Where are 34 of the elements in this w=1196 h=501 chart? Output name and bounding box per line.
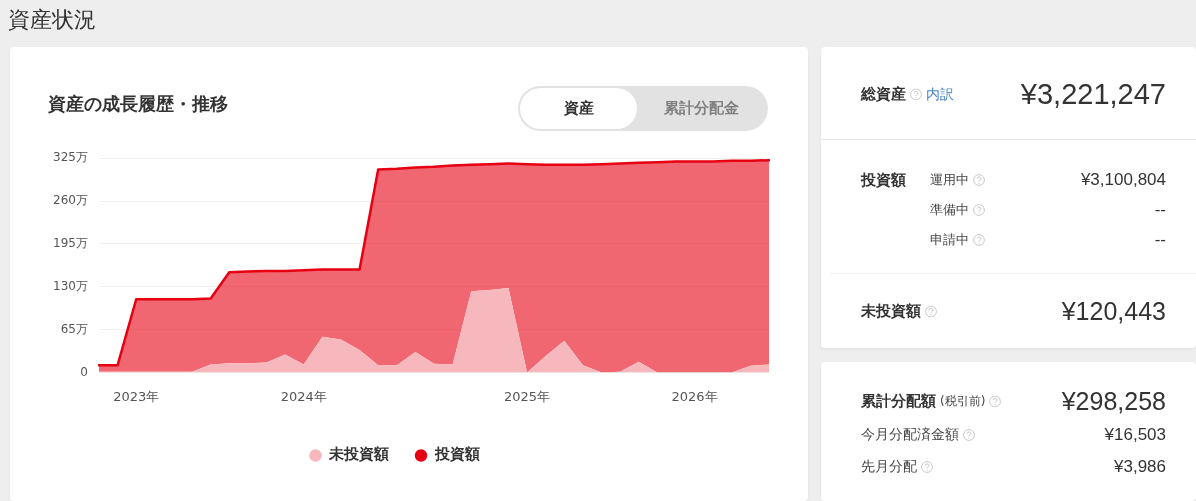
text: 申請中 <box>930 231 969 249</box>
x-tick-label: 2026年 <box>671 388 718 404</box>
y-tick-label: 130万 <box>53 278 88 293</box>
segmented-toggle[interactable]: 資産 累計分配金 <box>518 86 768 131</box>
text: ¥16,503 <box>1104 425 1166 445</box>
text: 累計分配額 <box>861 391 936 411</box>
text: 総資産 <box>861 84 906 104</box>
text: (税引前) <box>940 392 986 410</box>
text: -- <box>1154 230 1166 250</box>
text: ¥3,221,247 <box>1020 77 1166 111</box>
legend-label: 未投資額 <box>328 445 389 464</box>
text: ¥3,986 <box>1114 457 1166 477</box>
legend-label: 投資額 <box>433 445 480 464</box>
text: 準備中 <box>930 201 969 219</box>
text: 投資額 <box>861 170 906 190</box>
text: ¥120,443 <box>1061 296 1166 326</box>
text: ¥298,258 <box>1061 386 1166 416</box>
x-tick-label: 2025年 <box>504 388 551 404</box>
x-tick-label: 2024年 <box>280 388 327 404</box>
y-tick-label: 65万 <box>60 321 88 336</box>
text: 今月分配済金額 <box>861 426 959 444</box>
text: 運用中 <box>930 171 969 189</box>
y-tick-label: 195万 <box>53 236 88 251</box>
text: ¥3,100,804 <box>1080 170 1166 190</box>
y-tick-label: 0 <box>80 364 88 379</box>
y-tick-label: 260万 <box>53 193 88 208</box>
text: 内訳 <box>926 85 954 103</box>
text: -- <box>1154 200 1166 220</box>
text: 先月分配 <box>861 458 917 476</box>
x-tick-label: 2023年 <box>113 388 160 404</box>
y-tick-label: 325万 <box>53 150 88 165</box>
chart-title: 資産の成長履歴・推移 <box>48 92 228 116</box>
text: 資産状況 <box>8 6 96 34</box>
text: 未投資額 <box>861 301 921 321</box>
